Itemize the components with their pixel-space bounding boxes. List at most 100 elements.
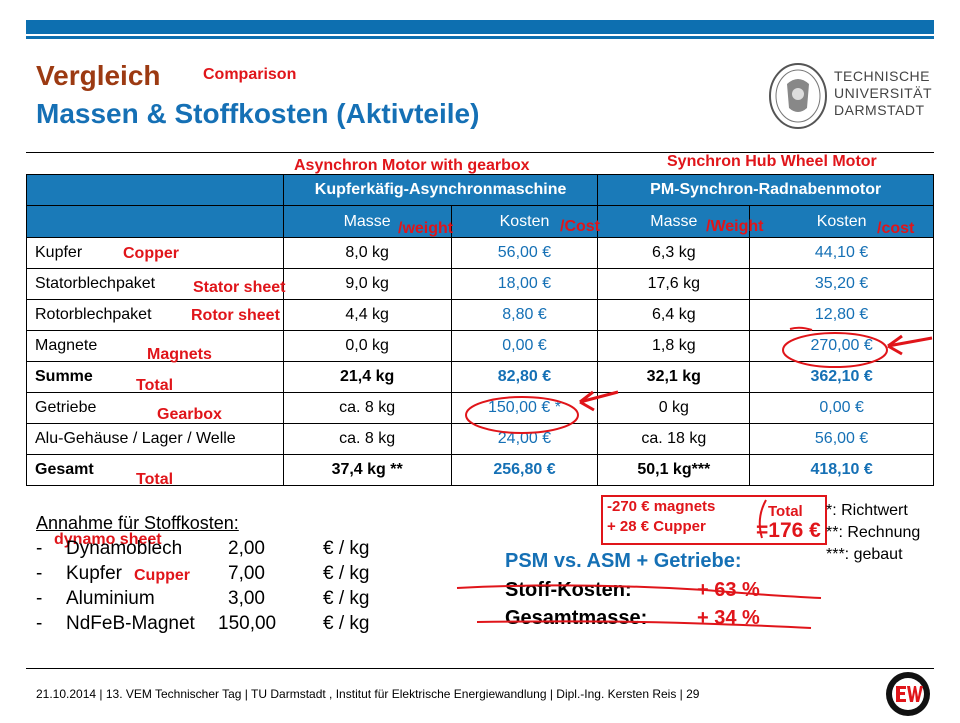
header-psm: PM-Synchron-Radnabenmotor bbox=[597, 174, 934, 206]
subheader-annotation: /weight bbox=[398, 220, 454, 237]
cell-masse: 9,0 kg bbox=[282, 268, 452, 300]
assumption-unit: € / kg bbox=[323, 563, 370, 584]
handdrawn-bracket bbox=[758, 499, 767, 539]
table-sub-header: Masse Kosten Masse Kosten bbox=[26, 205, 934, 238]
subheader-kosten-asm: Kosten bbox=[450, 205, 599, 238]
subheader-annotation: /cost bbox=[877, 220, 915, 237]
header-asm: Kupferkäfig-Asynchronmaschine bbox=[282, 174, 599, 206]
table-row: Getriebe ca. 8 kg 150,00 € * 0 kg 0,00 € bbox=[26, 392, 934, 424]
header-empty bbox=[26, 174, 284, 206]
cell-kosten: 8,80 € bbox=[450, 299, 599, 331]
assumption-value: 7,00 bbox=[228, 563, 265, 584]
row-annotation: Copper bbox=[123, 245, 179, 262]
note-cupper: + 28 € Cupper bbox=[607, 518, 706, 535]
row-annotation: Magnets bbox=[147, 346, 212, 363]
slide-subtitle: Massen & Stoffkosten (Aktivteile) bbox=[36, 98, 480, 129]
footnote: ***: gebaut bbox=[826, 546, 903, 563]
summary-title: PSM vs. ASM + Getriebe: bbox=[505, 550, 742, 572]
table-row: Statorblechpaket 9,0 kg 18,00 € 17,6 kg … bbox=[26, 268, 934, 300]
top-bar bbox=[26, 20, 934, 34]
assumption-annotation: dynamo sheet bbox=[54, 531, 162, 548]
table-group-header: Kupferkäfig-Asynchronmaschine PM-Synchro… bbox=[26, 174, 934, 206]
assumption-value: 3,00 bbox=[228, 588, 265, 609]
row-annotation: Total bbox=[136, 471, 174, 488]
note-total-label: Total bbox=[768, 503, 803, 520]
slide-title: Vergleich bbox=[36, 60, 161, 91]
row-label: Gesamt bbox=[26, 454, 284, 486]
assumption-name: Aluminium bbox=[66, 588, 155, 609]
cell-kosten: 418,10 € bbox=[749, 454, 934, 486]
table-row: Magnete 0,0 kg 0,00 € 1,8 kg 270,00 € bbox=[26, 330, 934, 362]
summary-value: + 63 % bbox=[697, 579, 760, 601]
assumption-unit: € / kg bbox=[323, 538, 370, 559]
assumption-unit: € / kg bbox=[323, 588, 370, 609]
footnote: *: Richtwert bbox=[826, 502, 908, 519]
assumption-value: 150,00 bbox=[218, 613, 277, 634]
cell-kosten: 82,80 € bbox=[450, 361, 599, 393]
cell-kosten: 18,00 € bbox=[450, 268, 599, 300]
subheader-kosten-psm: Kosten bbox=[749, 205, 934, 238]
institute-logo bbox=[884, 670, 932, 718]
cell-masse: 0,0 kg bbox=[282, 330, 452, 362]
title-annotation: Comparison bbox=[203, 66, 297, 83]
strikethrough-marks bbox=[456, 584, 822, 629]
cell-masse: ca. 8 kg bbox=[282, 392, 452, 424]
comparison-table: Kupferkäfig-Asynchronmaschine PM-Synchro… bbox=[26, 174, 934, 486]
assumption-name: Kupfer bbox=[66, 563, 122, 584]
row-annotation: Rotor sheet bbox=[191, 307, 280, 324]
cell-masse: 37,4 kg ** bbox=[282, 454, 452, 486]
cell-masse: ca. 8 kg bbox=[282, 423, 452, 455]
university-name: TECHNISCHE UNIVERSITÄT DARMSTADT bbox=[834, 68, 933, 118]
cell-masse: 50,1 kg*** bbox=[597, 454, 751, 486]
top-bar-thin bbox=[26, 36, 934, 39]
cell-kosten: 35,20 € bbox=[749, 268, 934, 300]
cell-kosten: 12,80 € bbox=[749, 299, 934, 331]
assumption-bullet: - bbox=[36, 588, 43, 609]
assumption-bullet: - bbox=[36, 538, 43, 559]
subheader-annotation: /Cost bbox=[560, 218, 600, 235]
table-row-sum: Summe 21,4 kg 82,80 € 32,1 kg 362,10 € bbox=[26, 361, 934, 393]
calc-box bbox=[601, 495, 827, 545]
cell-kosten: 44,10 € bbox=[749, 237, 934, 269]
cell-kosten: 256,80 € bbox=[450, 454, 599, 486]
footer-rule bbox=[26, 668, 934, 669]
assumptions-title: Annahme für Stoffkosten: bbox=[36, 513, 239, 533]
row-label: Rotorblechpaket bbox=[26, 299, 284, 331]
cell-kosten: 56,00 € bbox=[749, 423, 934, 455]
table-row: Alu-Gehäuse / Lager / Welle ca. 8 kg 24,… bbox=[26, 423, 934, 455]
row-annotation: Gearbox bbox=[157, 406, 222, 423]
cell-masse: 0 kg bbox=[597, 392, 751, 424]
footnote: **: Rechnung bbox=[826, 524, 921, 541]
subheader-annotation: /Weight bbox=[706, 218, 764, 235]
summary-label: Gesamtmasse: bbox=[505, 607, 648, 629]
university-seal-logo bbox=[767, 60, 829, 132]
group-annotation-asm: Asynchron Motor with gearbox bbox=[294, 157, 530, 174]
subheader-masse-psm: Masse bbox=[597, 205, 751, 238]
cell-masse: 8,0 kg bbox=[282, 237, 452, 269]
assumption-unit: € / kg bbox=[323, 613, 370, 634]
cell-masse: 6,4 kg bbox=[597, 299, 751, 331]
footer-text: 21.10.2014 | 13. VEM Technischer Tag | T… bbox=[36, 687, 700, 701]
assumption-bullet: - bbox=[36, 613, 43, 634]
row-label: Getriebe bbox=[26, 392, 284, 424]
cell-masse: 32,1 kg bbox=[597, 361, 751, 393]
handdrawn-marks bbox=[465, 326, 933, 434]
note-magnets: -270 € magnets bbox=[607, 498, 716, 515]
row-label: Statorblechpaket bbox=[26, 268, 284, 300]
table-top-rule bbox=[26, 152, 934, 153]
table-row: Rotorblechpaket 4,4 kg 8,80 € 6,4 kg 12,… bbox=[26, 299, 934, 331]
row-annotation: Stator sheet bbox=[193, 279, 286, 296]
assumption-annotation: Cupper bbox=[134, 567, 190, 584]
row-annotation: Total bbox=[136, 377, 174, 394]
assumption-bullet: - bbox=[36, 563, 43, 584]
assumption-name: Dynamoblech bbox=[66, 538, 183, 559]
cell-masse: 4,4 kg bbox=[282, 299, 452, 331]
subheader-empty bbox=[26, 205, 284, 238]
assumption-name: NdFeB-Magnet bbox=[66, 613, 195, 634]
cell-masse: 17,6 kg bbox=[597, 268, 751, 300]
assumption-value: 2,00 bbox=[228, 538, 265, 559]
cell-kosten: 56,00 € bbox=[450, 237, 599, 269]
row-label: Alu-Gehäuse / Lager / Welle bbox=[26, 423, 284, 455]
table-row-total: Gesamt 37,4 kg ** 256,80 € 50,1 kg*** 41… bbox=[26, 454, 934, 486]
cell-masse: 6,3 kg bbox=[597, 237, 751, 269]
